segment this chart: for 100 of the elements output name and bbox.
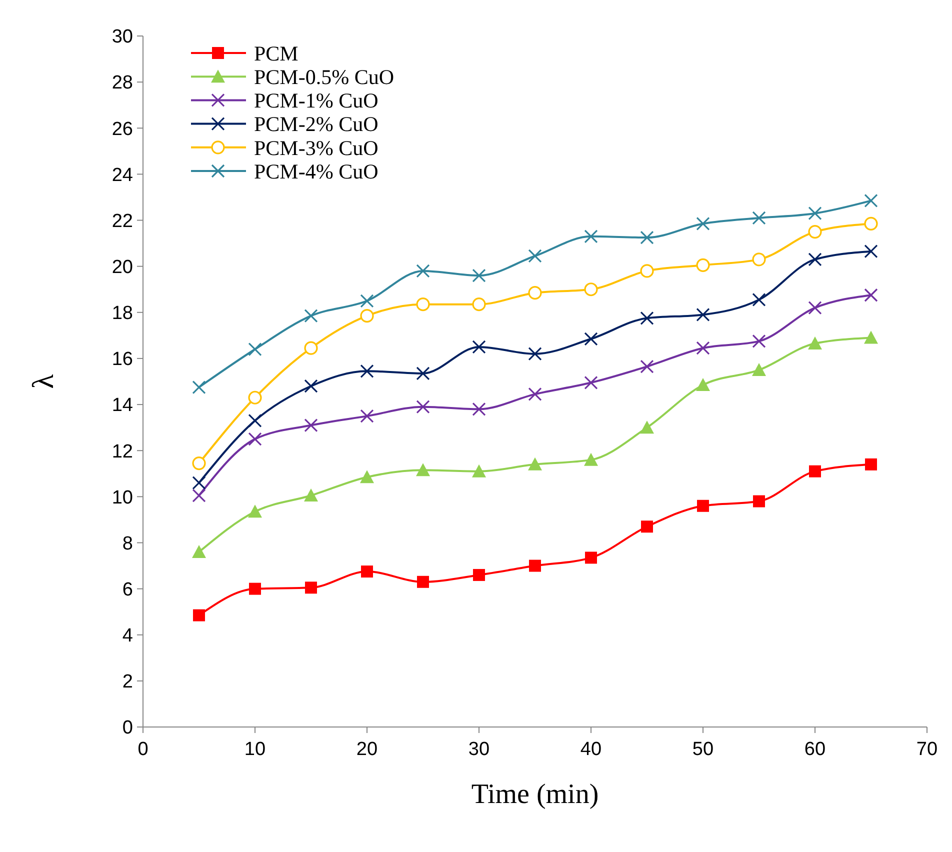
point (640, 230, 654, 244)
point (864, 288, 878, 302)
x-tick-label: 10 (244, 739, 266, 760)
point (808, 206, 822, 220)
point (192, 476, 206, 490)
y-tick-label: 30 (112, 26, 133, 48)
point (192, 380, 206, 394)
point (752, 334, 766, 348)
legend-label: PCM-3% CuO (254, 136, 378, 160)
point (528, 457, 542, 470)
x-axis-title: Time (min) (471, 779, 599, 810)
point (584, 230, 598, 244)
point (528, 249, 542, 263)
point (864, 244, 878, 258)
y-tick-label: 16 (112, 349, 133, 370)
point (697, 500, 709, 512)
point (640, 311, 654, 325)
y-tick-label: 24 (112, 164, 134, 186)
y-tick-label: 18 (112, 303, 133, 324)
point (416, 463, 430, 476)
point (808, 224, 822, 239)
point (416, 400, 430, 414)
point (696, 216, 710, 231)
point (248, 342, 262, 356)
point (248, 414, 262, 428)
point (361, 566, 373, 578)
y-tick-label: 26 (112, 118, 133, 140)
point (752, 292, 766, 307)
y-tick-label: 6 (122, 579, 133, 600)
point (360, 409, 374, 423)
point (304, 309, 318, 323)
y-tick-label: 8 (122, 533, 133, 554)
point (640, 264, 654, 278)
point (808, 252, 822, 266)
y-tick-label: 10 (112, 487, 133, 508)
point (304, 341, 318, 355)
point (696, 378, 710, 391)
x-tick-label: 40 (580, 739, 602, 760)
point (305, 582, 317, 594)
point (472, 268, 486, 282)
y-axis-title: λ (27, 374, 60, 389)
point (584, 452, 598, 466)
point (641, 520, 653, 533)
x-tick-label: 70 (916, 739, 938, 760)
y-tick-label: 20 (112, 256, 133, 278)
y-tick-label: 28 (112, 72, 133, 94)
point (192, 456, 206, 470)
x-tick-label: 50 (692, 739, 714, 760)
point (360, 294, 374, 308)
legend-label: PCM-0.5% CuO (254, 64, 394, 89)
point (865, 458, 877, 470)
point (472, 298, 486, 312)
point (248, 504, 262, 518)
point (640, 360, 654, 374)
y-tick-label: 4 (122, 626, 134, 647)
point (584, 282, 598, 296)
point (192, 544, 206, 558)
point (584, 376, 598, 390)
point (249, 582, 261, 595)
point (416, 366, 430, 380)
point (360, 309, 374, 323)
x-tick-label: 20 (356, 739, 378, 760)
legend-label: PCM-4% CuO (254, 159, 378, 184)
point (472, 464, 486, 478)
y-tick-label: 14 (112, 395, 134, 416)
point (193, 609, 205, 622)
y-tick-label: 12 (112, 441, 133, 462)
point (360, 364, 374, 378)
point (360, 470, 374, 484)
legend-label: PCM-1% CuO (254, 88, 378, 113)
point (752, 252, 766, 266)
point (416, 264, 430, 278)
point (304, 488, 318, 502)
x-tick-label: 60 (804, 739, 826, 760)
point (808, 336, 822, 350)
x-tick-label: 0 (138, 739, 148, 760)
point (529, 560, 541, 572)
point (809, 465, 821, 478)
point (696, 308, 710, 322)
legend-label: PCM (254, 41, 299, 66)
y-tick-label: 2 (122, 672, 133, 693)
x-tick-label: 30 (468, 739, 490, 760)
y-tick-label: 0 (122, 718, 133, 739)
point (417, 576, 429, 588)
point (752, 362, 766, 376)
point (528, 387, 542, 401)
point (696, 341, 710, 355)
point (753, 495, 765, 508)
y-tick-label: 22 (112, 210, 133, 232)
point (473, 568, 485, 581)
point (808, 300, 822, 315)
point (304, 418, 318, 432)
point (864, 330, 878, 344)
point (584, 332, 598, 346)
point (472, 402, 486, 416)
point (585, 552, 597, 564)
point (304, 379, 318, 393)
point (248, 432, 262, 446)
legend-label: PCM-2% CuO (254, 112, 378, 136)
point (528, 347, 542, 361)
